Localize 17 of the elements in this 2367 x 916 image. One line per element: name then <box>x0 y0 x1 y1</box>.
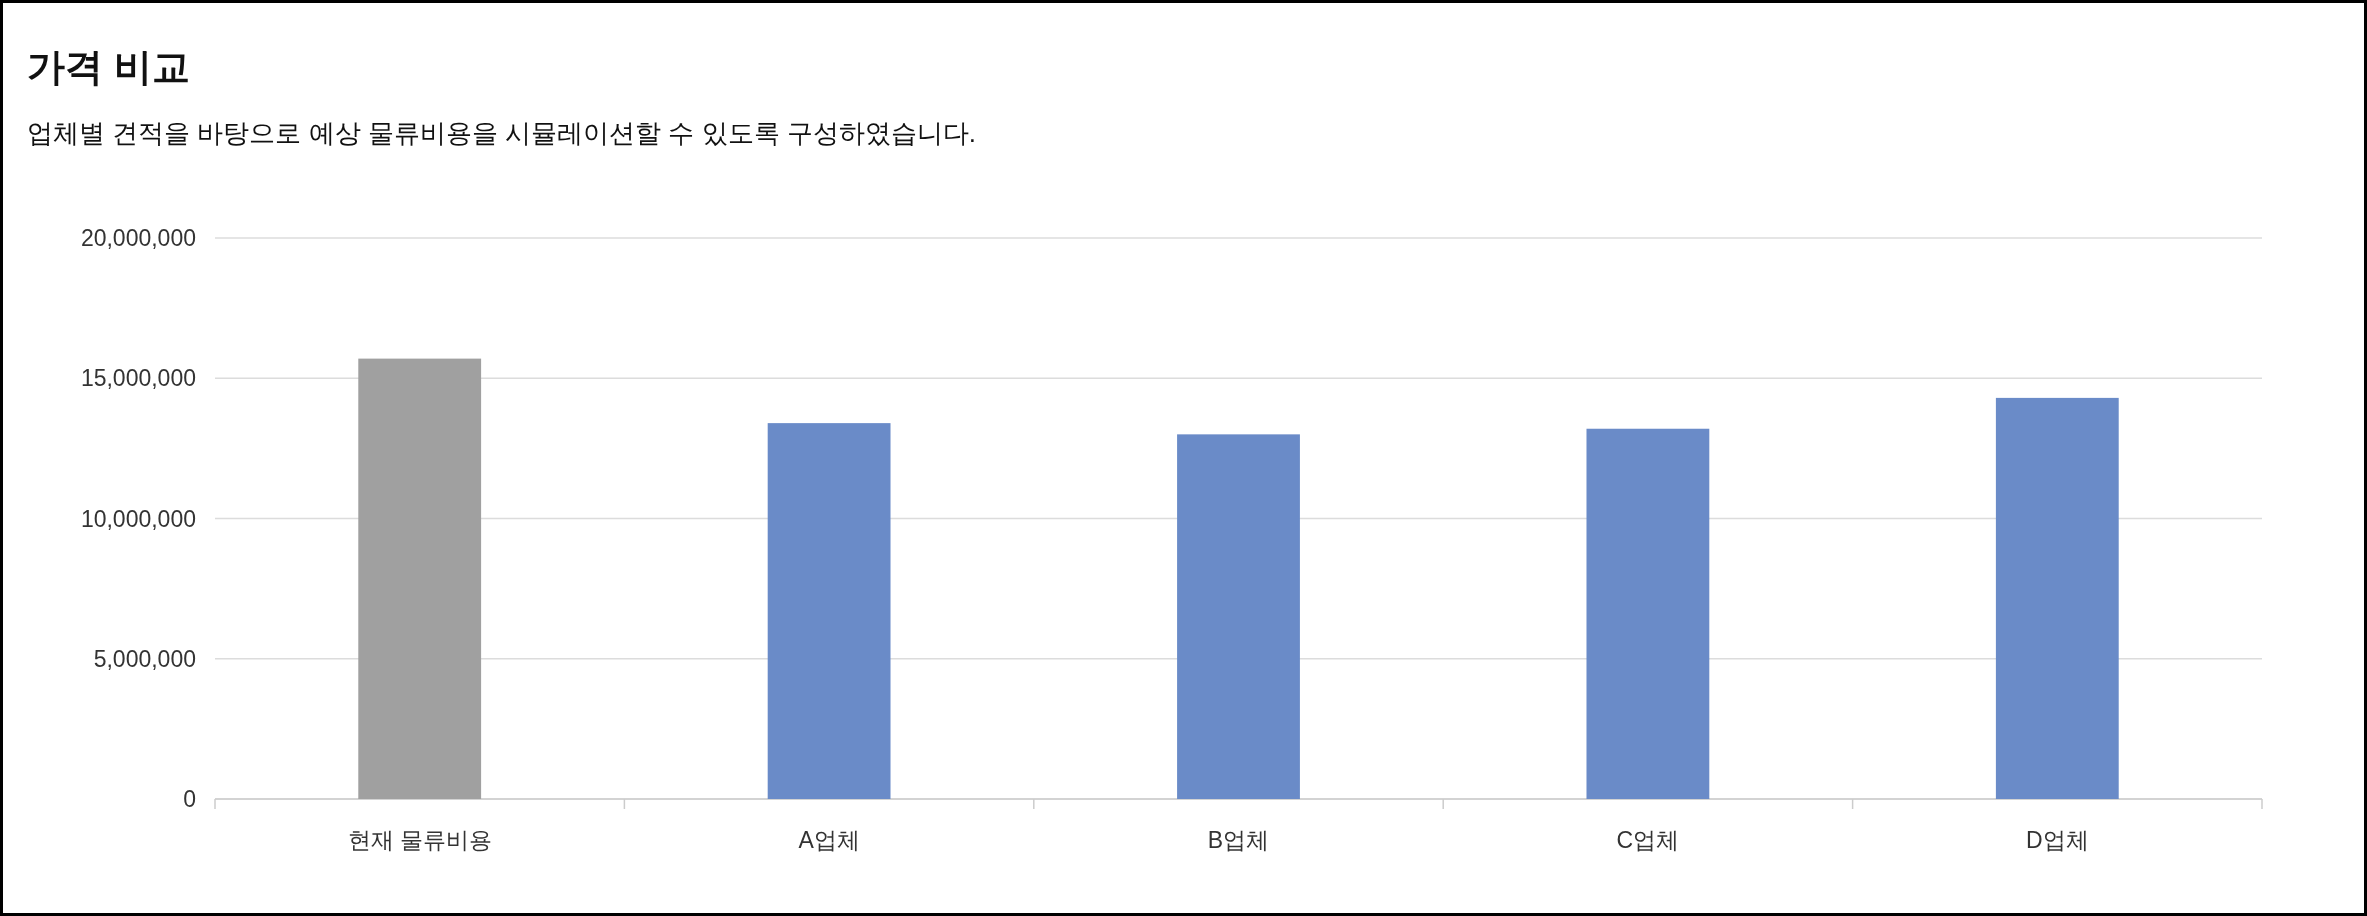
x-tick-label: D업체 <box>2025 827 2089 853</box>
x-tick-label: A업체 <box>798 827 860 853</box>
x-tick-label: 현재 물류비용 <box>347 827 492 853</box>
bar <box>358 358 482 799</box>
bar <box>1995 397 2119 799</box>
y-tick-label: 10,000,000 <box>80 505 196 532</box>
chart-title: 가격 비교 <box>27 46 190 88</box>
bar <box>767 423 891 799</box>
y-tick-label: 20,000,000 <box>80 225 196 251</box>
x-tick-label: C업체 <box>1616 827 1680 853</box>
x-tick-label: B업체 <box>1207 827 1270 853</box>
y-tick-label: 0 <box>183 786 196 812</box>
bar <box>1586 428 1710 799</box>
y-tick-label: 5,000,000 <box>93 645 196 672</box>
bar <box>1177 434 1300 799</box>
y-tick-label: 15,000,000 <box>80 365 196 392</box>
chart-subtitle: 업체별 견적을 바탕으로 예상 물류비용을 시뮬레이션할 수 있도록 구성하였습니다. <box>27 118 977 148</box>
